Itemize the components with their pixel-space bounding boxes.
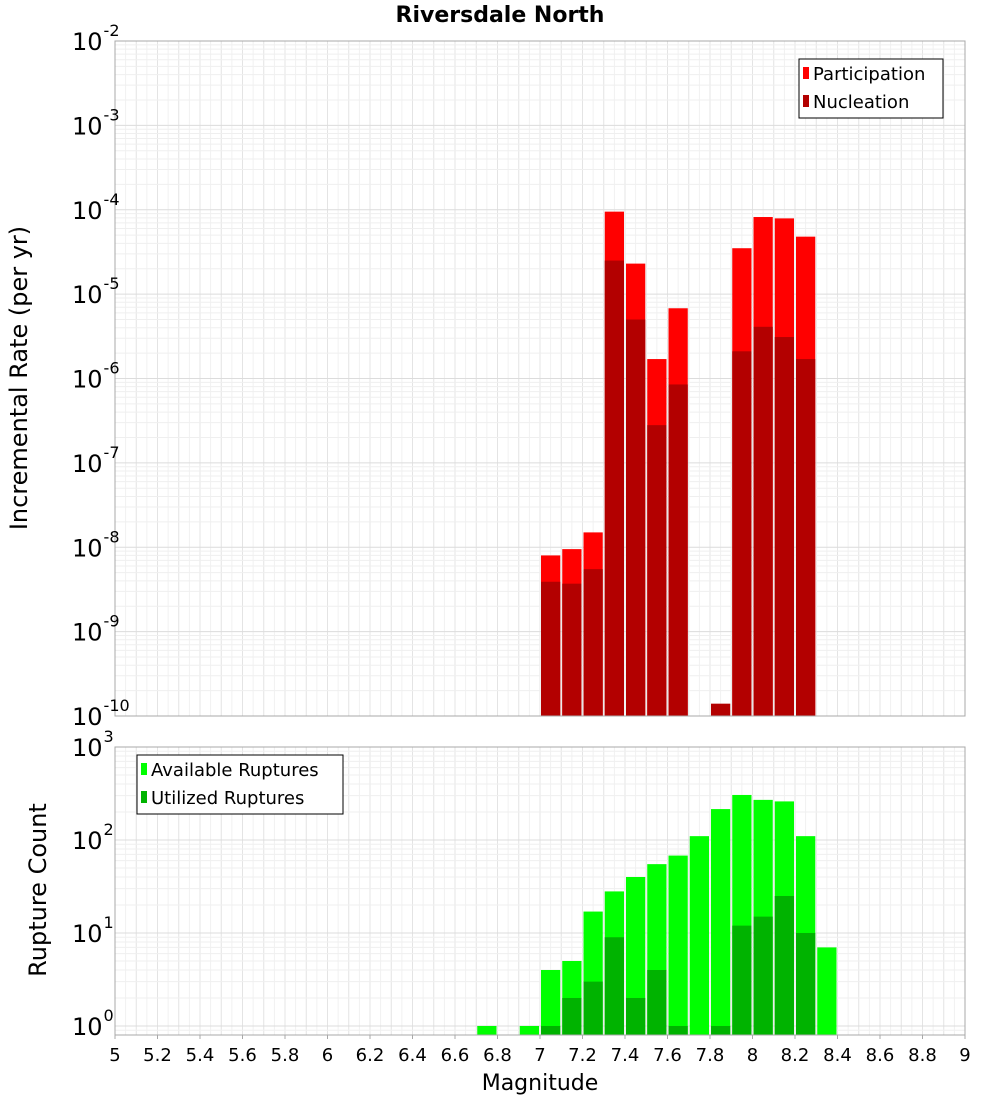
top-y-tick-label: 10-2 (72, 21, 120, 56)
nucleation-bar (668, 384, 688, 716)
nucleation-bar (796, 359, 816, 716)
legend-swatch (141, 791, 147, 803)
utilized-ruptures-bar (541, 1025, 561, 1035)
x-tick-label: 8.6 (866, 1045, 895, 1066)
legend-swatch (803, 95, 809, 107)
top-y-tick-label: 10-8 (72, 527, 120, 562)
x-tick-label: 7.4 (611, 1045, 640, 1066)
x-tick-label: 8 (747, 1045, 758, 1066)
x-tick-label: 6.8 (483, 1045, 512, 1066)
available-ruptures-bar (519, 1025, 539, 1035)
x-tick-label: 5 (109, 1045, 120, 1066)
legend-label: Participation (813, 64, 925, 85)
legend-label: Utilized Ruptures (151, 788, 304, 809)
x-tick-label: 5.8 (271, 1045, 300, 1066)
available-ruptures-bar (477, 1025, 497, 1035)
nucleation-bar (583, 569, 603, 716)
legend-label: Available Ruptures (151, 760, 319, 781)
top-y-tick-label: 10-3 (72, 105, 120, 140)
top-legend-box (798, 58, 944, 119)
x-tick-label: 7.2 (568, 1045, 597, 1066)
available-ruptures-bar (711, 809, 731, 1035)
available-ruptures-bar (817, 947, 837, 1035)
utilized-ruptures-bar (711, 1025, 731, 1035)
utilized-ruptures-bar (647, 969, 667, 1035)
utilized-ruptures-bar (753, 916, 773, 1035)
utilized-ruptures-bar (604, 937, 624, 1035)
x-tick-label: 8.2 (781, 1045, 810, 1066)
available-ruptures-bar (668, 855, 688, 1035)
x-tick-label: 8.8 (908, 1045, 937, 1066)
x-tick-label: 7 (534, 1045, 545, 1066)
bottom-y-tick-label: 102 (72, 820, 114, 855)
available-ruptures-bar (541, 969, 561, 1035)
top-y-axis-label: Incremental Rate (per yr) (5, 226, 33, 530)
available-ruptures-bar (689, 836, 709, 1035)
nucleation-bar (732, 351, 752, 716)
x-tick-label: 5.6 (228, 1045, 257, 1066)
top-y-tick-label: 10-6 (72, 359, 120, 394)
x-tick-label: 5.4 (186, 1045, 215, 1066)
x-tick-label: 8.4 (823, 1045, 852, 1066)
nucleation-bar (604, 260, 624, 716)
legend-swatch (141, 763, 147, 775)
bottom-y-tick-label: 100 (72, 1006, 114, 1041)
utilized-ruptures-bar (732, 925, 752, 1035)
x-axis-label: Magnitude (482, 1071, 599, 1096)
available-ruptures-bar (626, 877, 646, 1035)
nucleation-bar (753, 326, 773, 716)
top-plot-frame (114, 40, 966, 717)
top-y-tick-label: 10-7 (72, 443, 120, 478)
x-tick-label: 6.6 (441, 1045, 470, 1066)
nucleation-bar (774, 337, 794, 716)
top-y-tick-label: 10-9 (72, 612, 120, 647)
utilized-ruptures-bar (668, 1025, 688, 1035)
legend-swatch (803, 67, 809, 79)
nucleation-bar (711, 703, 731, 716)
utilized-ruptures-bar (583, 981, 603, 1035)
x-tick-label: 6.2 (356, 1045, 385, 1066)
top-y-tick-label: 10-10 (72, 696, 130, 731)
bottom-y-tick-label: 101 (72, 913, 114, 948)
nucleation-bar (562, 583, 582, 716)
x-tick-label: 6.4 (398, 1045, 427, 1066)
utilized-ruptures-bar (796, 932, 816, 1035)
x-tick-label: 5.2 (143, 1045, 172, 1066)
bottom-y-tick-label: 103 (72, 727, 114, 762)
x-tick-label: 9 (959, 1045, 970, 1066)
bottom-y-axis-label: Rupture Count (24, 803, 52, 977)
bottom-legend-box (136, 754, 344, 815)
nucleation-bar (647, 425, 667, 716)
utilized-ruptures-bar (626, 997, 646, 1035)
nucleation-bar (626, 319, 646, 716)
chart-title: Riversdale North (396, 3, 605, 28)
legend-label: Nucleation (813, 92, 909, 113)
x-tick-label: 7.6 (653, 1045, 682, 1066)
top-y-tick-label: 10-4 (72, 190, 120, 225)
x-tick-label: 6 (322, 1045, 333, 1066)
nucleation-bar (541, 581, 561, 716)
top-y-tick-label: 10-5 (72, 274, 120, 309)
utilized-ruptures-bar (562, 997, 582, 1035)
x-tick-label: 7.8 (696, 1045, 725, 1066)
utilized-ruptures-bar (774, 895, 794, 1035)
